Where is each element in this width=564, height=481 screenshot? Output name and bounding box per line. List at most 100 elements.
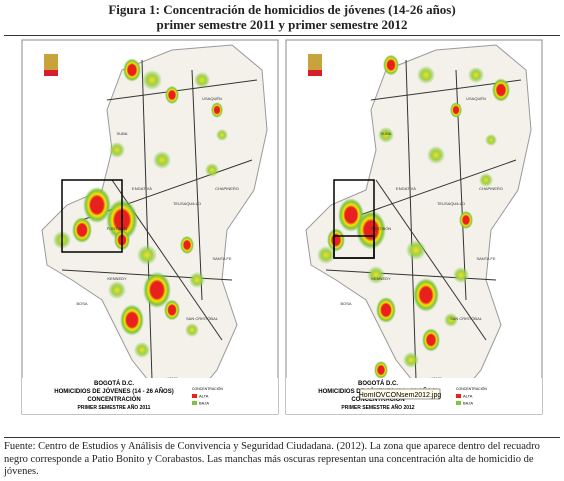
- hotspot-low: [194, 72, 210, 88]
- hotspot-high: [327, 228, 345, 252]
- caption-period: PRIMER SEMESTRE AÑO 2012: [341, 404, 414, 411]
- legend-high: ALTA: [199, 394, 209, 399]
- locality-label: CHAPINERO: [479, 186, 503, 191]
- map: SUBA USAQUÉN ENGATIVÁ CHAPINERO FONTIBÓN KENN…: [22, 44, 278, 414]
- hotspot-low: [453, 267, 469, 283]
- hotspot-low: [137, 245, 157, 265]
- caption-place: BOGOTÁ D.C.: [358, 380, 398, 387]
- caption-subtitle: CONCENTRACIÓN: [87, 395, 140, 403]
- figure-title: Figura 1: Concentración de homicidios de…: [108, 2, 456, 17]
- hotspot-high: [422, 328, 440, 352]
- legend-swatch-high: [456, 394, 461, 398]
- hotspot-high: [383, 54, 399, 76]
- legend-swatch-high: [192, 394, 197, 398]
- locality-label: BOSA: [340, 301, 351, 306]
- locality-label: SANTA FE: [212, 256, 231, 261]
- locality-label: USAQUÉN: [466, 96, 486, 101]
- hotspot-low: [153, 151, 171, 169]
- legend-low: BAJA: [463, 401, 473, 406]
- hotspot-high: [164, 299, 180, 321]
- legend-low: BAJA: [199, 401, 209, 406]
- hotspot-low: [109, 142, 125, 158]
- logo: [44, 54, 58, 70]
- road: [141, 59, 153, 381]
- hotspot-low: [403, 352, 419, 368]
- logo-stripe: [44, 70, 58, 76]
- road: [106, 79, 258, 101]
- hotspot-low: [378, 127, 394, 143]
- hotspot-low: [444, 313, 458, 327]
- legend-swatch-low: [192, 401, 197, 405]
- zone-box: [61, 179, 123, 253]
- caption-place: BOGOTÁ D.C.: [94, 380, 134, 387]
- locality-label: TEUSAQUILLO: [173, 201, 201, 206]
- locality-label: KENNEDY: [107, 276, 127, 281]
- hotspot-high: [413, 278, 439, 312]
- rule: [4, 35, 560, 36]
- locality-label: FONTIBÓN: [107, 226, 128, 231]
- locality-label: ENGATIVÁ: [132, 186, 152, 191]
- hotspot-low: [185, 323, 199, 337]
- hotspot-high: [450, 102, 462, 118]
- road: [375, 179, 487, 341]
- hotspot-high: [180, 235, 194, 255]
- hotspot-high: [374, 360, 388, 380]
- locality-label: SANTA FE: [476, 256, 495, 261]
- rule: [4, 437, 560, 438]
- hotspot-high: [211, 102, 223, 118]
- road: [405, 59, 417, 381]
- map: SUBA USAQUÉN ENGATIVÁ CHAPINERO FONTIBÓN KENN…: [286, 44, 542, 414]
- legend-title: CONCENTRACIÓN: [456, 386, 487, 391]
- hotspot-low: [108, 281, 126, 299]
- locality-label: FONTIBÓN: [371, 226, 392, 231]
- hotspot-low: [189, 272, 205, 288]
- legend-high: ALTA: [463, 394, 473, 399]
- hotspot-high: [123, 58, 141, 82]
- caption-bg: [22, 378, 278, 414]
- hotspot-low: [317, 246, 335, 264]
- logo-stripe: [308, 70, 322, 76]
- road: [191, 69, 203, 301]
- tooltip: HomIOVCONsem2012.jpg: [359, 392, 442, 399]
- zone-box: [333, 235, 375, 259]
- locality-label: CHAPINERO: [215, 186, 239, 191]
- caption-title: HOMICIDIOS DE JÓVENES (14 - 26 AÑOS): [54, 387, 173, 395]
- maps: SUBA USAQUÉN ENGATIVÁ CHAPINERO FONTIBÓN KENN…: [21, 39, 543, 415]
- hotspot-low: [367, 266, 385, 284]
- locality-label: SAN CRISTÓBAL: [186, 316, 219, 321]
- hotspot-low: [406, 240, 426, 260]
- locality-label: TEUSAQUILLO: [437, 201, 465, 206]
- hotspot-low: [468, 67, 484, 83]
- source-note: Fuente: Centro de Estudios y Análisis de…: [4, 441, 540, 477]
- legend-swatch-low: [456, 401, 461, 405]
- hotspot-high: [72, 217, 92, 243]
- locality-label: KENNEDY: [371, 276, 391, 281]
- locality-label: SUBA: [117, 131, 128, 136]
- hotspot-high: [165, 85, 179, 105]
- tooltip-bg: [359, 388, 441, 400]
- hotspot-high: [492, 78, 510, 102]
- hotspot-high: [120, 304, 144, 336]
- hotspot-low: [485, 134, 497, 146]
- hotspot-low: [142, 70, 162, 90]
- hotspot-high: [356, 210, 386, 250]
- hotspot-high: [376, 297, 396, 323]
- hotspot-low: [479, 173, 493, 187]
- caption-period: PRIMER SEMESTRE AÑO 2011: [78, 404, 151, 411]
- legend-title: CONCENTRACIÓN: [192, 386, 223, 391]
- figure-subtitle: primer semestre 2011 y primer semestre 2…: [156, 17, 408, 32]
- logo: [308, 54, 322, 70]
- hotspot-low: [427, 146, 445, 164]
- locality-label: BOSA: [76, 301, 87, 306]
- locality-label: SUBA: [381, 131, 392, 136]
- hotspot-high: [459, 210, 473, 230]
- hotspot-high: [143, 271, 171, 309]
- hotspot-low: [205, 163, 219, 177]
- hotspot-low: [134, 342, 150, 358]
- hotspot-high: [83, 186, 111, 224]
- locality-label: SAN CRISTÓBAL: [450, 316, 483, 321]
- locality-label: ENGATIVÁ: [396, 186, 416, 191]
- hotspot-low: [216, 129, 228, 141]
- hotspot-low: [417, 66, 435, 84]
